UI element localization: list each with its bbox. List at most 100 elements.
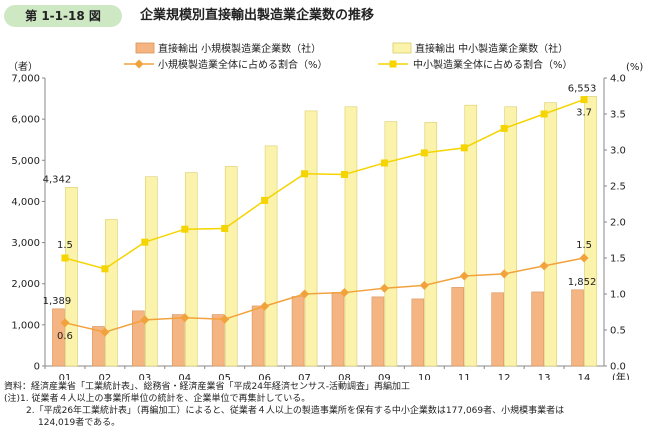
- x-tick-label: 02: [99, 373, 112, 380]
- x-tick-label: 11: [458, 373, 471, 380]
- data-label: 1.5: [57, 240, 73, 251]
- right-tick-label: 1.0: [610, 290, 626, 301]
- note-2-continued: 124,019者である。: [38, 418, 121, 428]
- figure-number-badge: 第 1-1-18 図: [4, 5, 122, 27]
- left-tick-label: 2,000: [11, 279, 40, 290]
- bar-sme-14: [584, 96, 597, 367]
- right-tick-label: 3.0: [610, 146, 626, 157]
- bar-sme-09: [384, 121, 398, 367]
- left-tick-label: 0: [34, 362, 40, 373]
- bar-small-08: [331, 292, 345, 367]
- legend-label-small-line: 小規模製造業全体に占める割合（%）: [158, 58, 328, 71]
- right-tick-label: 3.5: [610, 110, 626, 121]
- bar-sme-03: [145, 176, 158, 367]
- bar-small-13: [531, 291, 544, 367]
- marker-small-06: [260, 301, 270, 311]
- data-label: 3.7: [576, 108, 592, 119]
- bar-sme-04: [184, 172, 198, 367]
- marker-sme-08: [340, 170, 348, 178]
- right-tick-label: 2.5: [610, 182, 626, 193]
- legend-label-sme-line: 中小製造業全体に占める割合（%）: [413, 58, 573, 71]
- marker-small-08: [339, 288, 349, 298]
- marker-small-09: [379, 283, 389, 293]
- left-tick-label: 1,000: [11, 320, 40, 331]
- marker-sme-01: [61, 254, 69, 262]
- right-tick-label: 1.5: [610, 254, 626, 265]
- right-tick-label: 0.0: [610, 362, 626, 373]
- bar-small-02: [92, 326, 105, 367]
- data-label: 1,389: [43, 296, 72, 307]
- bar-small-12: [491, 292, 504, 367]
- bar-small-05: [211, 314, 225, 367]
- data-label: 4,342: [43, 174, 72, 185]
- bar-small-03: [132, 310, 145, 367]
- marker-sme-11: [460, 144, 468, 152]
- marker-sme-05: [221, 224, 229, 232]
- x-tick-label: 05: [218, 373, 231, 380]
- marker-small-03: [140, 315, 150, 325]
- x-axis-unit: (年): [612, 371, 630, 380]
- marker-sme-09: [380, 159, 388, 167]
- bar-sme-10: [424, 122, 438, 367]
- bar-small-10: [411, 298, 425, 367]
- data-label: 1,852: [568, 277, 597, 288]
- marker-small-02: [100, 327, 110, 337]
- right-axis-unit: (%): [626, 62, 643, 73]
- marker-small-01: [60, 318, 70, 328]
- figure-notes: 資料：経済産業省「工業統計表」、総務省・経済産業省「平成24年経済センサス‐活動…: [4, 381, 654, 429]
- note-2: 2.「平成26年工業統計表」（再編加工）によると、従業者４人以上の製造事業所を保…: [26, 406, 565, 416]
- marker-small-12: [499, 269, 509, 279]
- data-label: 0.6: [57, 331, 73, 342]
- legend-marker-sme: [389, 60, 397, 68]
- bar-small-04: [171, 314, 185, 367]
- bar-sme-11: [464, 104, 478, 367]
- bar-sme-07: [304, 110, 318, 367]
- source-note: 資料：経済産業省「工業統計表」、総務省・経済産業省「平成24年経済センサス‐活動…: [4, 382, 411, 392]
- line-small-share: [64, 257, 585, 333]
- left-tick-label: 7,000: [11, 74, 40, 85]
- marker-sme-06: [261, 196, 269, 204]
- x-tick-label: 01: [59, 373, 72, 380]
- marker-sme-10: [420, 149, 428, 157]
- bar-sme-12: [504, 106, 517, 367]
- marker-small-13: [539, 261, 549, 271]
- left-tick-label: 6,000: [11, 115, 40, 126]
- marker-small-10: [419, 280, 429, 290]
- data-label: 6,553: [568, 83, 597, 94]
- left-axis-unit: （者）: [8, 61, 38, 73]
- bar-sme-13: [544, 102, 557, 367]
- bar-sme-01: [65, 187, 78, 367]
- figure-title: 企業規模別直接輸出製造業企業数の推移: [140, 8, 375, 23]
- left-tick-label: 5,000: [11, 156, 40, 167]
- left-tick-label: 3,000: [11, 238, 40, 249]
- legend-label-small-bar: 直接輸出 小規模製造業企業数（社）: [158, 42, 321, 55]
- note-1: (注)1. 従業者４人以上の事業所単位の統計を、企業単位で再集計している。: [4, 394, 311, 404]
- x-tick-label: 03: [138, 373, 151, 380]
- marker-sme-14: [580, 96, 588, 104]
- bar-sme-06: [264, 145, 278, 367]
- right-tick-label: 2.0: [610, 218, 626, 229]
- marker-small-05: [220, 314, 230, 324]
- x-tick-label: 07: [298, 373, 311, 380]
- x-tick-label: 14: [578, 373, 591, 380]
- right-tick-label: 4.0: [610, 74, 626, 85]
- legend-marker-small: [134, 59, 144, 69]
- bar-small-07: [291, 296, 305, 367]
- marker-small-11: [459, 271, 469, 281]
- bar-sme-08: [344, 106, 358, 367]
- left-tick-label: 4,000: [11, 197, 40, 208]
- x-tick-label: 13: [538, 373, 551, 380]
- bar-small-14: [571, 289, 584, 367]
- x-tick-label: 10: [418, 373, 431, 380]
- x-tick-label: 08: [338, 373, 351, 380]
- marker-sme-12: [500, 124, 508, 132]
- legend-label-sme-bar: 直接輸出 中小製造業企業数（社）: [415, 42, 568, 55]
- line-sme-share: [64, 98, 585, 270]
- x-tick-label: 09: [378, 373, 391, 380]
- chart: 直接輸出 小規模製造業企業数（社） 直接輸出 中小製造業企業数（社） 小規模製造業全…: [8, 42, 643, 380]
- bar-sme-02: [105, 219, 118, 367]
- bar-sme-05: [224, 166, 238, 367]
- bar-small-06: [251, 305, 265, 367]
- bar-small-11: [451, 287, 465, 367]
- marker-small-07: [300, 289, 310, 299]
